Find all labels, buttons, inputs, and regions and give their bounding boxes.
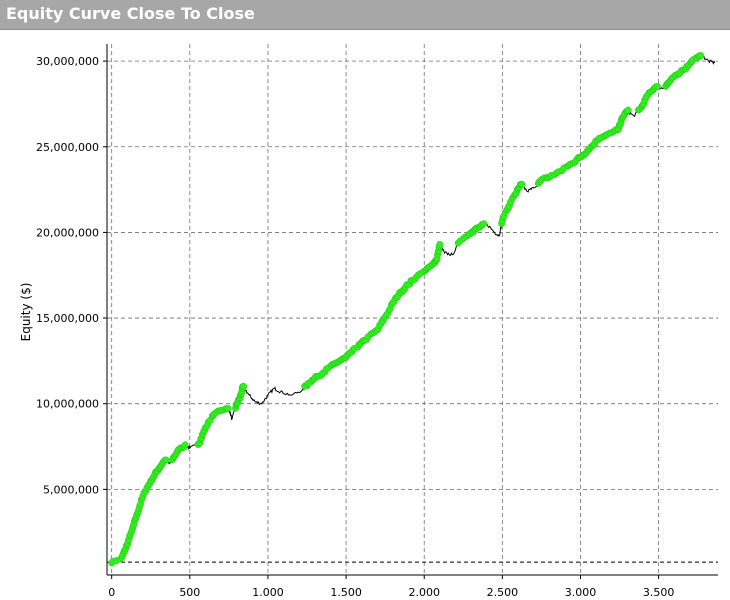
y-tick-label: 15,000,000 (36, 312, 99, 325)
chart-axes (106, 44, 718, 576)
chart-series (108, 52, 716, 567)
x-tick-label: 3.500 (643, 586, 675, 599)
x-tick-label: 500 (179, 586, 200, 599)
x-tick-label: 1.500 (330, 586, 362, 599)
y-tick-label: 5,000,000 (43, 483, 99, 496)
y-tick-label: 20,000,000 (36, 226, 99, 239)
x-tick-label: 2.000 (408, 586, 440, 599)
window-titlebar: Equity Curve Close To Close (0, 0, 730, 30)
x-tick-label: 1.000 (252, 586, 284, 599)
x-tick-label: 2.500 (487, 586, 519, 599)
equity-line (111, 54, 716, 564)
x-tick-label: 0 (108, 586, 115, 599)
chart-grid (107, 44, 718, 575)
chart-ticks: 0 500 1.000 1.500 2.000 2.500 3.000 3.500 5,000,… (36, 55, 674, 599)
new-high-point (518, 180, 526, 188)
y-tick-label: 30,000,000 (36, 55, 99, 68)
new-high-point (697, 52, 705, 59)
new-high-point (224, 404, 232, 412)
new-high-point (162, 456, 170, 464)
y-axis-label: Equity ($) (19, 283, 33, 342)
y-tick-label: 10,000,000 (36, 398, 99, 411)
new-high-point (624, 106, 632, 114)
equity-chart: 0 500 1.000 1.500 2.000 2.500 3.000 3.500 5,000,… (19, 44, 718, 599)
window-title: Equity Curve Close To Close (6, 4, 255, 23)
x-tick-label: 3.000 (565, 586, 597, 599)
new-high-point (653, 82, 661, 90)
new-high-point (436, 240, 444, 248)
new-high-point (181, 441, 189, 449)
new-high-point (480, 220, 488, 228)
new-high-point (240, 383, 248, 390)
y-tick-label: 25,000,000 (36, 141, 99, 154)
